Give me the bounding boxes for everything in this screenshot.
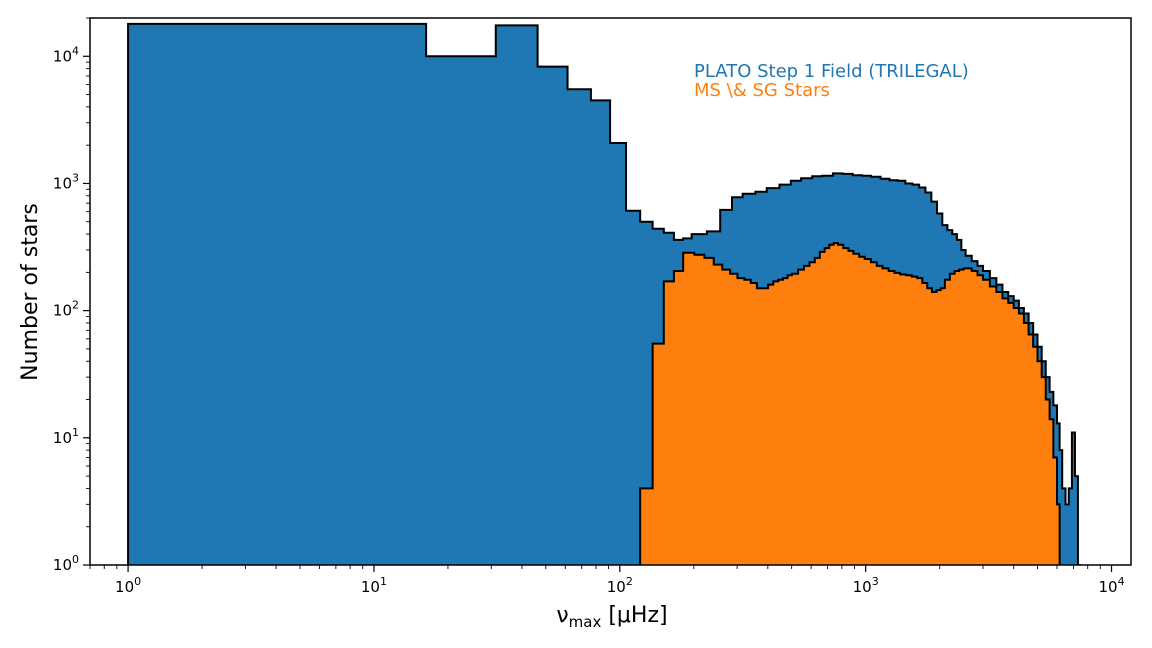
y-axis-title: Number of stars — [18, 203, 43, 381]
plot-frame — [89, 17, 1132, 566]
y-tick-label: 100 — [53, 553, 79, 574]
x-tick-label: 100 — [115, 575, 141, 596]
x-tick-label: 102 — [607, 575, 633, 596]
series-layer — [127, 22, 1081, 565]
x-tick-label: 101 — [361, 575, 387, 596]
x-tick-label: 103 — [853, 575, 879, 596]
y-tick-label: 104 — [53, 44, 79, 65]
legend-label-field: PLATO Step 1 Field (TRILEGAL) — [694, 61, 969, 82]
x-axis-title: νmax [μHz] — [556, 603, 667, 631]
series-1-outline — [639, 242, 1061, 565]
x-axis-title-sub: max — [569, 613, 602, 631]
y-tick-label: 101 — [53, 426, 79, 447]
x-tick-label: 104 — [1098, 575, 1124, 596]
x-axis-title-units: [μHz] — [601, 603, 667, 628]
x-axis-title-main: ν — [556, 603, 568, 628]
series-1-fill — [640, 243, 1060, 565]
ticks-layer: 100 101 102 103 104 100 101 102 103 104 — [53, 17, 1125, 596]
legend-label-ms-sg: MS \& SG Stars — [694, 80, 830, 101]
series-0-outline — [127, 22, 1081, 565]
y-tick-label: 103 — [53, 171, 79, 192]
y-tick-label: 102 — [53, 299, 79, 320]
